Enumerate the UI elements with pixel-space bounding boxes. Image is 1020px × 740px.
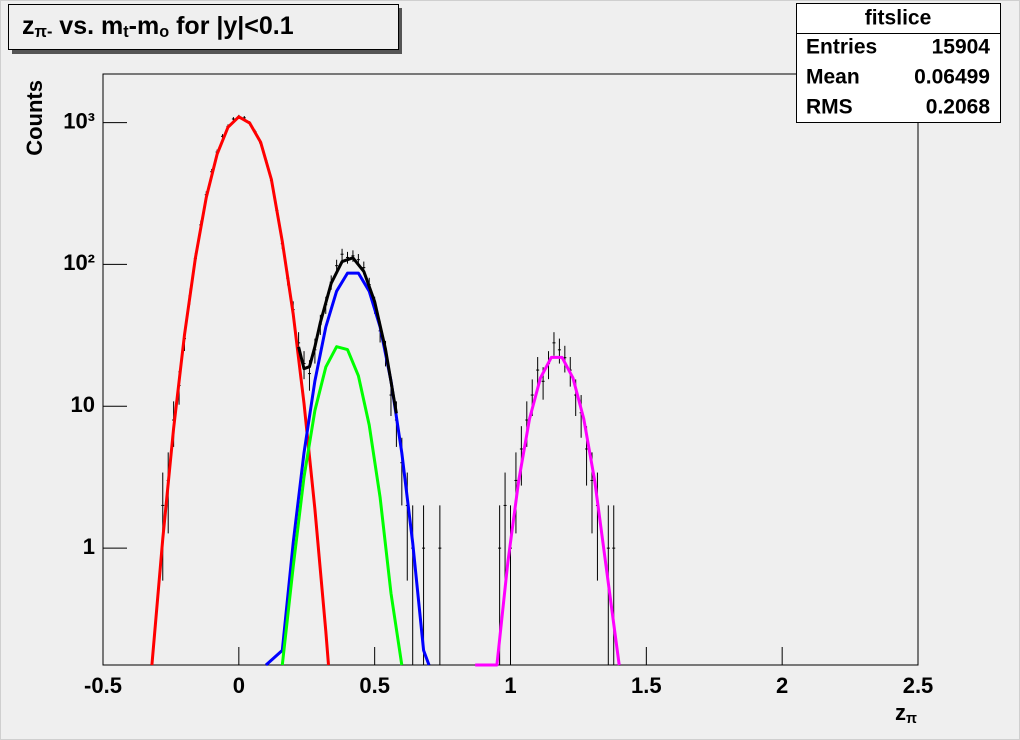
data-point xyxy=(519,426,523,486)
title-box xyxy=(8,4,399,50)
x-tick-label: 0 xyxy=(233,673,245,698)
text-part: z xyxy=(22,12,35,40)
x-tick-label: 2.5 xyxy=(903,673,934,698)
stats-title: fitslice xyxy=(865,7,932,30)
data-point xyxy=(557,338,561,364)
y-tick-label: 10 xyxy=(71,392,95,417)
x-tick-label: 1.5 xyxy=(631,673,662,698)
subscript: o xyxy=(159,23,169,41)
y-tick-label: 10² xyxy=(63,250,95,275)
data-point xyxy=(552,332,556,356)
data-point xyxy=(438,505,442,665)
fit-curve xyxy=(264,271,431,667)
data-point xyxy=(346,251,349,264)
subscript: π xyxy=(906,711,917,727)
y-axis-label: Counts xyxy=(22,80,47,156)
y-tick-label: 1 xyxy=(83,534,95,559)
x-tick-label: 1 xyxy=(504,673,516,698)
fit-curve xyxy=(475,355,621,667)
data-point xyxy=(536,357,540,387)
stats-label: RMS xyxy=(806,96,853,119)
x-tick-label: 0.5 xyxy=(359,673,390,698)
stats-value: 15904 xyxy=(932,36,991,59)
text-part: z xyxy=(895,700,906,725)
stats-value: 0.06499 xyxy=(914,66,990,89)
text-part: for |y|<0.1 xyxy=(169,12,294,40)
x-axis-label: zπ xyxy=(895,700,917,727)
stats-box xyxy=(796,3,1001,123)
fit-curve xyxy=(280,345,404,666)
y-tick-label: 10³ xyxy=(63,108,95,133)
fit-curve xyxy=(297,256,398,414)
data-point xyxy=(503,472,507,581)
text-part: vs. m xyxy=(52,12,123,40)
stats-label: Mean xyxy=(806,66,860,89)
data-point xyxy=(340,248,344,261)
fit-curve xyxy=(150,115,330,666)
text-part: -m xyxy=(129,12,160,40)
subscript: π- xyxy=(35,23,53,41)
stats-label: Entries xyxy=(806,36,877,59)
x-tick-label: 2 xyxy=(776,673,788,698)
x-tick-label: -0.5 xyxy=(84,673,122,698)
data-point xyxy=(612,505,616,665)
stats-value: 0.2068 xyxy=(926,96,991,119)
chart-title: zπ- vs. mt-mo for |y|<0.1 xyxy=(22,12,294,41)
subscript: t xyxy=(123,23,129,41)
